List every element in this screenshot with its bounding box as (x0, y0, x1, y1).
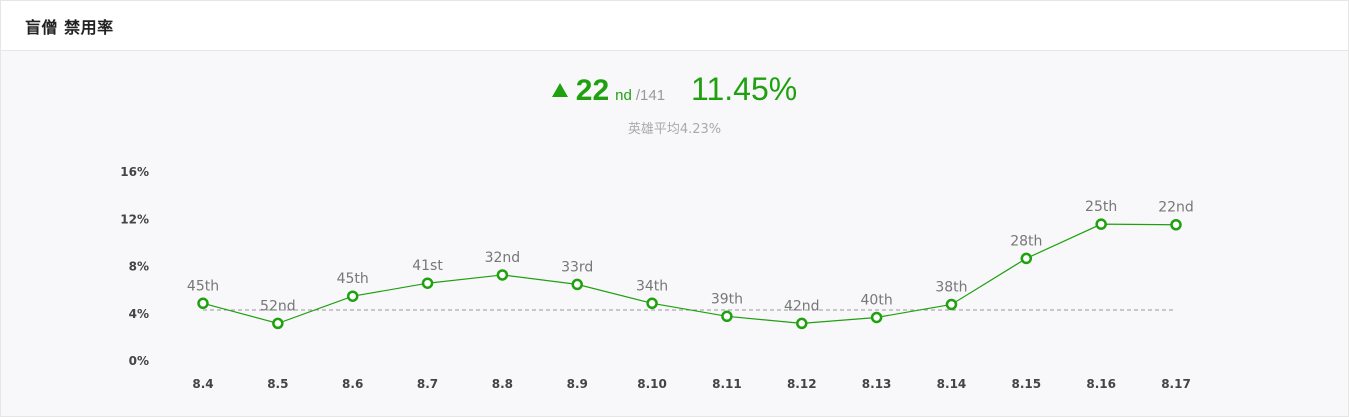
panel-title: 盲僧 禁用率 (25, 17, 114, 37)
series-line (202, 223, 1177, 325)
rank-number: 22 (575, 74, 610, 107)
y-tick-label: 16% (120, 165, 149, 179)
data-label: 25th (1085, 199, 1117, 215)
data-point (646, 297, 658, 310)
rank-summary: 22 nd /141 11.45% (1, 71, 1348, 111)
x-tick-label: 8.9 (567, 377, 588, 391)
data-label: 45th (187, 278, 219, 294)
panel-header: 盲僧 禁用率 (1, 1, 1348, 51)
average-ban-rate: 英雄平均4.23% (627, 122, 722, 137)
x-tick-label: 8.17 (1161, 377, 1191, 391)
data-label: 34th (636, 278, 668, 294)
data-label: 33rd (561, 259, 593, 275)
data-point (571, 278, 583, 291)
data-label: 42nd (784, 298, 820, 314)
x-tick-label: 8.7 (417, 377, 438, 391)
x-tick-label: 8.15 (1012, 377, 1042, 391)
data-label: 22nd (1158, 200, 1194, 216)
x-tick-label: 8.6 (342, 377, 363, 391)
x-tick-label: 8.4 (192, 377, 213, 391)
data-point (346, 290, 359, 302)
y-tick-label: 12% (120, 212, 149, 226)
rank-summary-row: 22 nd /141 11.45% (551, 71, 798, 108)
x-tick-label: 8.16 (1086, 377, 1116, 391)
data-label: 32nd (485, 250, 521, 266)
x-tick-label: 8.5 (267, 377, 288, 391)
data-point (721, 310, 733, 323)
data-point (496, 269, 509, 281)
data-label: 38th (935, 279, 967, 295)
rank-suffix: nd (615, 87, 632, 104)
data-label: 39th (711, 291, 743, 307)
x-tick-label: 8.8 (492, 377, 513, 391)
data-label: 40th (861, 292, 893, 308)
rank-total: /141 (635, 87, 666, 104)
data-label: 41st (412, 258, 443, 274)
x-tick-label: 8.13 (862, 377, 892, 391)
data-point (421, 277, 434, 289)
data-label: 52nd (260, 298, 296, 314)
data-point (796, 317, 808, 330)
data-point (870, 311, 883, 324)
y-tick-label: 4% (129, 307, 149, 321)
data-label: 45th (337, 271, 369, 287)
y-tick-label: 8% (129, 260, 149, 274)
triangle-up-icon (551, 83, 568, 97)
x-tick-label: 8.10 (637, 377, 667, 391)
data-point (945, 298, 958, 311)
data-point (272, 317, 284, 330)
data-point (1095, 218, 1107, 230)
x-tick-label: 8.12 (787, 377, 817, 391)
data-point (1170, 218, 1182, 231)
data-point (1020, 252, 1033, 265)
y-tick-label: 0% (129, 354, 149, 368)
data-point (197, 297, 209, 310)
ban-rate-value: 11.45% (691, 71, 798, 107)
data-label: 28th (1010, 233, 1042, 249)
x-tick-label: 8.14 (937, 377, 967, 391)
x-tick-label: 8.11 (712, 377, 742, 391)
